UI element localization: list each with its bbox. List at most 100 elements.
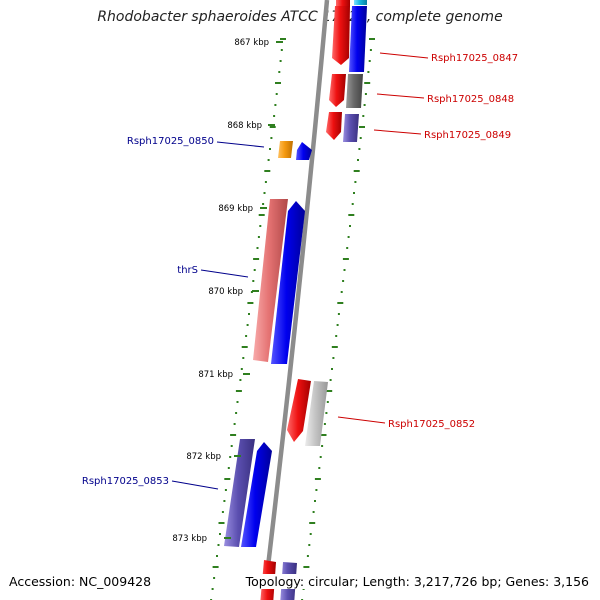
tick-dot: [331, 346, 338, 348]
kbp-tick-label: 871 kbp: [198, 370, 233, 380]
leader-line-thrS: [200, 269, 249, 278]
tick-dot: [236, 401, 239, 403]
leader-line-0853: [171, 480, 219, 490]
gene-arrow-0852-lightgray: [305, 381, 328, 446]
kbp-ticks: 867 kbp 868 kbp 869 kbp 870 kbp 871 kbp …: [172, 38, 283, 544]
tick-dot: [359, 126, 365, 128]
gene-label-0847: Rsph17025_0847: [431, 53, 518, 64]
tick-dot: [347, 236, 350, 238]
tick-dot: [241, 346, 248, 348]
tick-dot: [315, 489, 318, 491]
tick-dot: [269, 148, 271, 150]
gene-arrow-thrS-blue: [271, 201, 305, 364]
tick-dot: [248, 313, 250, 315]
gene-arrow-partial-1: [336, 0, 350, 6]
tick-dot: [329, 379, 332, 381]
tick-dot: [346, 247, 349, 249]
kbp-tick-mark: [234, 455, 241, 457]
tick-dot: [306, 555, 309, 557]
tick-dot: [369, 38, 375, 40]
topology-text: Topology: circular; Length: 3,217,726 bp…: [242, 574, 592, 589]
tick-dot: [318, 467, 321, 469]
gene-arrow-thrS-pink: [253, 199, 288, 362]
tick-dot: [331, 368, 333, 370]
tick-dot: [247, 302, 254, 304]
kbp-tick-mark: [276, 41, 283, 43]
kbp-tick-label: 868 kbp: [227, 121, 262, 131]
tick-dot: [219, 533, 221, 535]
kbp-tick-mark: [260, 207, 267, 209]
tick-dot: [302, 588, 305, 590]
gene-label-0850: Rsph17025_0850: [127, 136, 214, 147]
tick-dot: [242, 357, 245, 359]
tick-dot: [368, 60, 371, 62]
gene-label-0849: Rsph17025_0849: [424, 130, 511, 141]
leader-line-0847: [379, 52, 429, 59]
tick-dot: [211, 588, 214, 590]
tick-dot: [245, 335, 248, 337]
leader-line-0848: [376, 93, 425, 99]
tick-dot: [217, 544, 220, 546]
tick-dot: [246, 324, 249, 326]
tick-dot: [224, 489, 227, 491]
kbp-tick-mark: [224, 537, 231, 539]
tick-dot: [213, 577, 216, 579]
tick-dot: [308, 544, 311, 546]
gene-label-0853: Rsph17025_0853: [82, 476, 169, 487]
tick-dot: [312, 511, 315, 513]
gene-arrow-0848-gray: [346, 74, 363, 108]
tick-dot: [358, 148, 361, 150]
tick-dot: [335, 335, 338, 337]
tick-dot: [280, 38, 286, 40]
tick-dot: [253, 258, 260, 260]
kbp-tick-mark: [243, 373, 250, 375]
tick-dot: [275, 82, 281, 84]
tick-dot: [275, 93, 278, 95]
tick-dot: [342, 280, 345, 282]
tick-dot: [252, 280, 255, 282]
gene-labels: Rsph17025_0847 Rsph17025_0848 Rsph17025_…: [82, 52, 518, 490]
tick-dot: [235, 412, 238, 414]
tick-dot: [230, 445, 233, 447]
tick-dot: [223, 500, 226, 502]
tick-dot: [319, 456, 322, 458]
accession-text: Accession: NC_009428: [6, 574, 155, 589]
tick-dot: [267, 159, 270, 161]
kbp-tick-label: 873 kbp: [172, 534, 207, 544]
gene-arrow-0847-red: [332, 6, 350, 65]
gene-arrow-partial-2: [354, 0, 367, 5]
tick-dot: [280, 49, 283, 51]
tick-dot: [326, 401, 329, 403]
tick-dot: [323, 423, 326, 425]
tick-dot: [212, 566, 219, 568]
tick-dot: [337, 313, 340, 315]
kbp-tick-label: 869 kbp: [218, 204, 253, 214]
tick-dot: [332, 357, 335, 359]
gene-arrow-0849-slate: [343, 114, 359, 142]
tick-dot: [362, 115, 365, 117]
tick-dot: [264, 181, 267, 183]
gene-label-0852: Rsph17025_0852: [388, 419, 475, 430]
tick-dot: [258, 214, 265, 216]
tick-dot: [309, 533, 312, 535]
tick-dot: [250, 291, 253, 293]
tick-dot: [273, 115, 276, 117]
tick-dot: [239, 379, 242, 381]
gene-label-0848: Rsph17025_0848: [427, 94, 514, 105]
tick-dot: [326, 390, 333, 392]
gene-label-thrS: thrS: [177, 265, 198, 276]
tick-dot: [353, 192, 355, 194]
tick-dot: [367, 71, 370, 73]
gene-features: [224, 0, 367, 600]
tick-dot: [336, 324, 339, 326]
tick-dot: [325, 412, 328, 414]
tick-dot: [229, 456, 232, 458]
tick-dot: [340, 291, 343, 293]
tick-dot: [348, 214, 355, 216]
tick-dot: [264, 170, 271, 172]
tick-dot: [270, 137, 273, 139]
kbp-tick-mark: [268, 124, 275, 126]
tick-dot: [354, 181, 357, 183]
tick-dot: [342, 258, 349, 260]
